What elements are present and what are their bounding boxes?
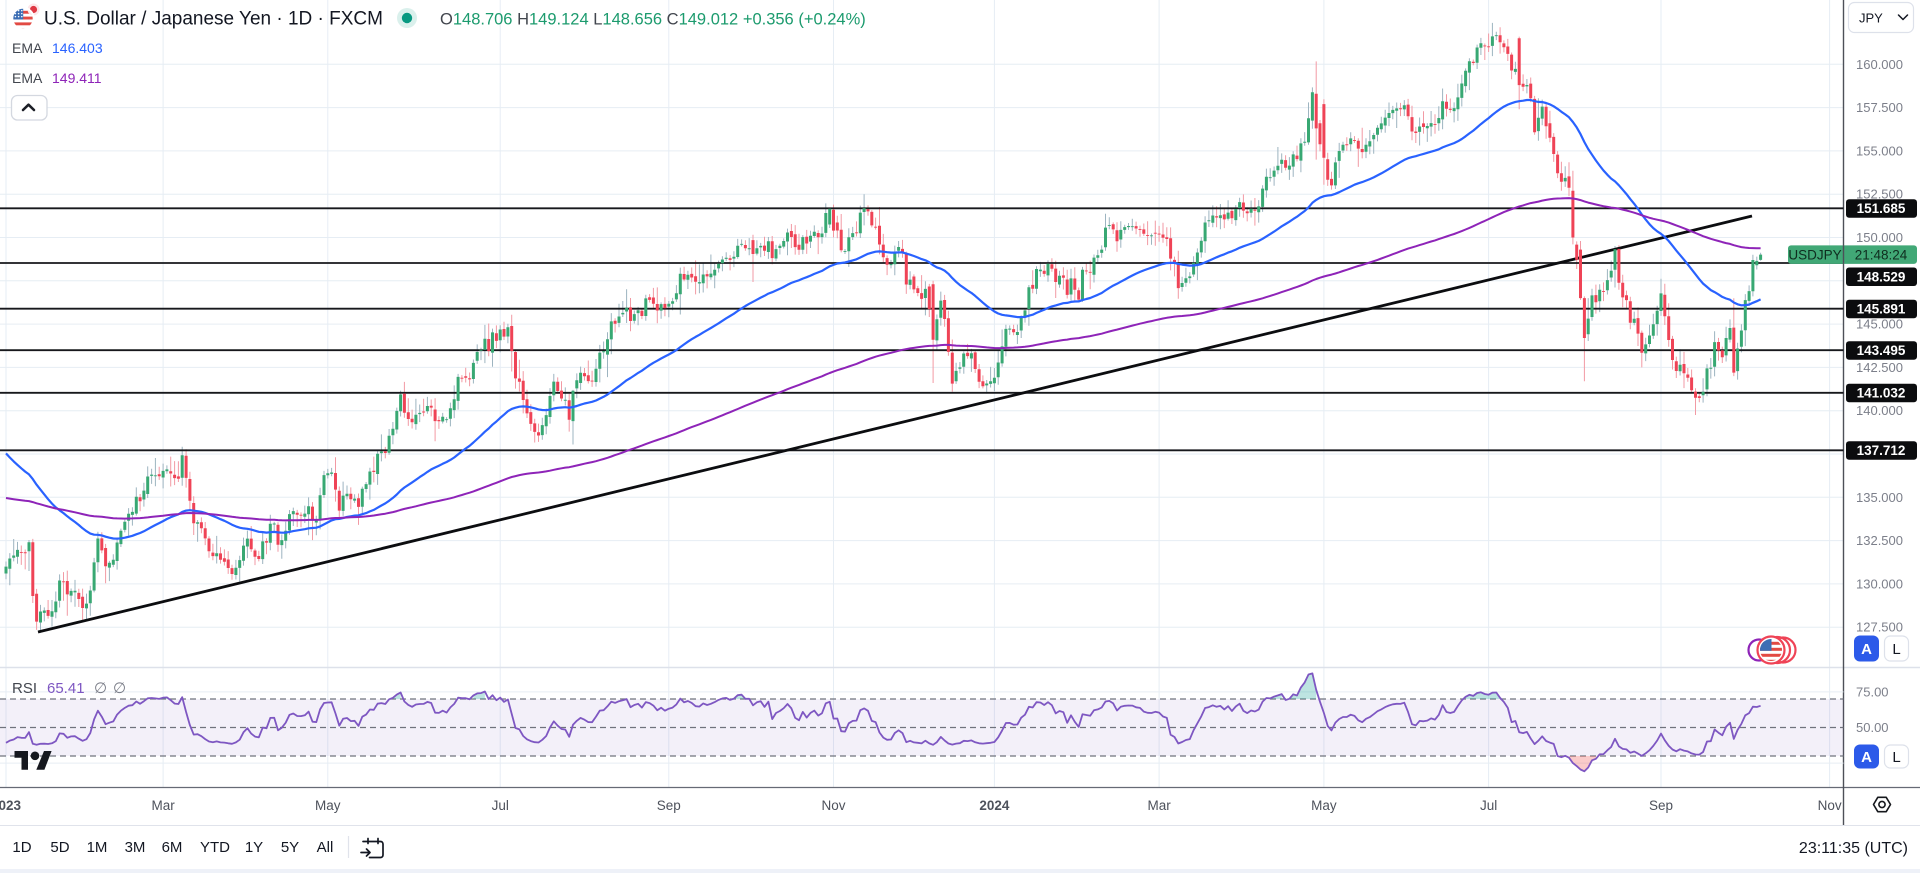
svg-text:137.712: 137.712 xyxy=(1857,443,1906,458)
svg-text:157.500: 157.500 xyxy=(1856,100,1903,115)
svg-text:All: All xyxy=(317,839,334,856)
svg-text:65.41: 65.41 xyxy=(47,680,85,697)
svg-text:146.403: 146.403 xyxy=(52,40,103,56)
svg-text:21:48:24: 21:48:24 xyxy=(1855,247,1908,262)
svg-text:JPY: JPY xyxy=(1859,11,1883,26)
svg-text:YTD: YTD xyxy=(200,839,230,856)
svg-text:Sep: Sep xyxy=(1649,798,1673,813)
svg-text:160.000: 160.000 xyxy=(1856,57,1903,72)
svg-text:5Y: 5Y xyxy=(281,839,299,856)
svg-text:∅: ∅ xyxy=(113,680,126,697)
svg-text:1Y: 1Y xyxy=(245,839,263,856)
svg-text:142.500: 142.500 xyxy=(1856,360,1903,375)
svg-text:A: A xyxy=(1861,641,1872,658)
svg-text:50.00: 50.00 xyxy=(1856,720,1889,735)
svg-text:145.891: 145.891 xyxy=(1857,302,1906,317)
svg-text:L: L xyxy=(1892,749,1900,766)
svg-text:A: A xyxy=(1861,749,1872,766)
svg-text:132.500: 132.500 xyxy=(1856,533,1903,548)
svg-text:L: L xyxy=(1892,641,1900,658)
svg-text:O148.706 H149.124 L148.656 C14: O148.706 H149.124 L148.656 C149.012 +0.3… xyxy=(440,11,866,29)
svg-text:Mar: Mar xyxy=(1147,798,1171,813)
svg-text:Jul: Jul xyxy=(492,798,509,813)
svg-text:USDJPY: USDJPY xyxy=(1788,247,1841,262)
svg-text:RSI: RSI xyxy=(12,680,37,697)
svg-text:130.000: 130.000 xyxy=(1856,576,1903,591)
svg-text:141.032: 141.032 xyxy=(1857,386,1906,401)
svg-text:2024: 2024 xyxy=(979,798,1010,813)
svg-text:6M: 6M xyxy=(162,839,183,856)
svg-text:Jul: Jul xyxy=(1480,798,1497,813)
svg-text:152.500: 152.500 xyxy=(1856,187,1903,202)
svg-text:∅: ∅ xyxy=(94,680,107,697)
svg-text:150.000: 150.000 xyxy=(1856,230,1903,245)
svg-text:1M: 1M xyxy=(87,839,108,856)
svg-text:143.495: 143.495 xyxy=(1857,343,1906,358)
svg-text:May: May xyxy=(315,798,341,813)
svg-text:155.000: 155.000 xyxy=(1856,143,1903,158)
svg-text:1D: 1D xyxy=(12,839,31,856)
svg-text:Nov: Nov xyxy=(1818,798,1842,813)
svg-text:145.000: 145.000 xyxy=(1856,317,1903,332)
svg-text:23:11:35 (UTC): 23:11:35 (UTC) xyxy=(1799,840,1908,857)
svg-text:151.685: 151.685 xyxy=(1857,201,1906,216)
svg-text:148.529: 148.529 xyxy=(1857,269,1906,284)
svg-text:EMA: EMA xyxy=(12,40,43,56)
svg-text:May: May xyxy=(1311,798,1337,813)
svg-text:127.500: 127.500 xyxy=(1856,620,1903,635)
svg-text:5D: 5D xyxy=(50,839,69,856)
svg-text:3M: 3M xyxy=(125,839,146,856)
svg-text:Sep: Sep xyxy=(657,798,681,813)
svg-text:EMA: EMA xyxy=(12,70,43,86)
svg-text:2023: 2023 xyxy=(0,798,22,813)
svg-text:75.00: 75.00 xyxy=(1856,684,1889,699)
svg-text:Nov: Nov xyxy=(821,798,845,813)
svg-text:140.000: 140.000 xyxy=(1856,403,1903,418)
svg-text:149.411: 149.411 xyxy=(52,70,102,86)
svg-text:Mar: Mar xyxy=(151,798,175,813)
svg-text:135.000: 135.000 xyxy=(1856,490,1903,505)
svg-text:U.S. Dollar / Japanese Yen · 1: U.S. Dollar / Japanese Yen · 1D · FXCM xyxy=(44,9,383,30)
